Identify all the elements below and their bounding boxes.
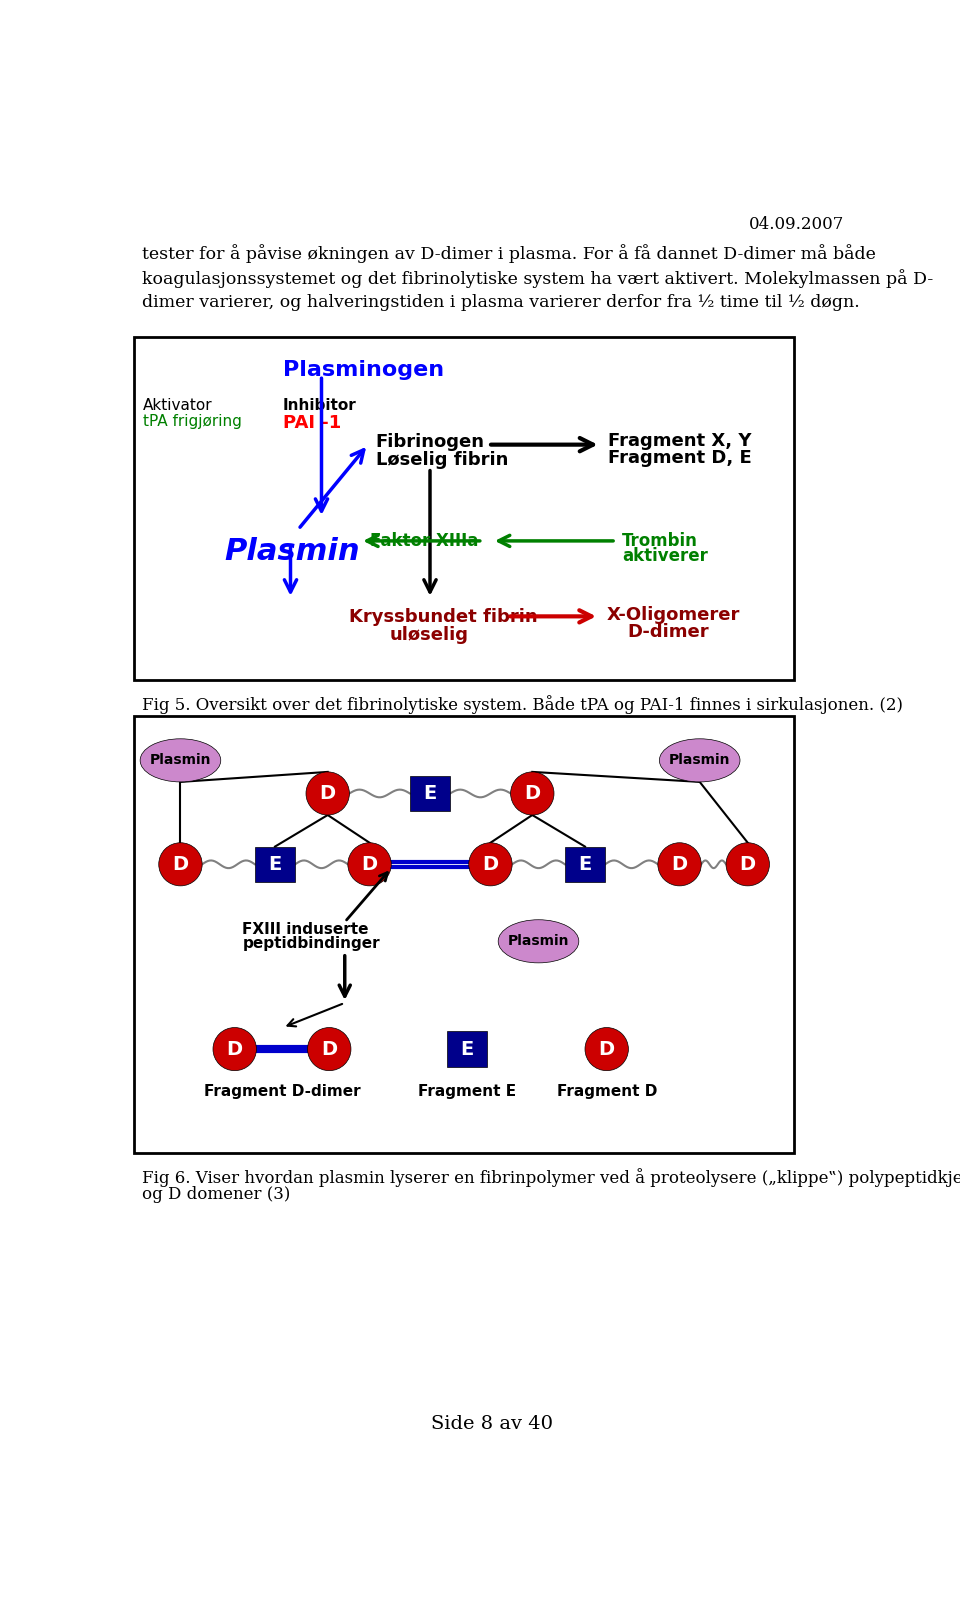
Ellipse shape (660, 739, 740, 782)
Ellipse shape (498, 920, 579, 962)
Text: tester for å påvise økningen av D-dimer i plasma. For å få dannet D-dimer må båd: tester for å påvise økningen av D-dimer … (142, 245, 876, 264)
FancyBboxPatch shape (134, 716, 794, 1153)
Text: Fragment D: Fragment D (557, 1084, 657, 1098)
Text: Aktivator: Aktivator (143, 399, 213, 413)
Text: Plasmin: Plasmin (150, 753, 211, 768)
Text: D-dimer: D-dimer (628, 624, 709, 642)
FancyBboxPatch shape (447, 1032, 488, 1068)
Text: Inhibitor: Inhibitor (283, 399, 356, 413)
Circle shape (158, 842, 203, 886)
Text: Fragment X, Y: Fragment X, Y (609, 431, 752, 450)
Text: aktiverer: aktiverer (622, 548, 708, 565)
Text: og D domener (3): og D domener (3) (142, 1186, 290, 1204)
Text: Trombin: Trombin (622, 531, 698, 549)
Circle shape (213, 1027, 256, 1071)
Text: D: D (227, 1040, 243, 1058)
Text: tPA frigjøring: tPA frigjøring (143, 413, 242, 429)
Text: Plasmin: Plasmin (225, 538, 360, 565)
Text: E: E (269, 855, 281, 873)
Circle shape (468, 842, 512, 886)
Text: D: D (524, 784, 540, 804)
Text: Side 8 av 40: Side 8 av 40 (431, 1414, 553, 1432)
Text: koagulasjonssystemet og det fibrinolytiske system ha vært aktivert. Molekylmasse: koagulasjonssystemet og det fibrinolytis… (142, 269, 933, 288)
FancyBboxPatch shape (254, 847, 295, 881)
Circle shape (726, 842, 770, 886)
Text: Plasmin: Plasmin (669, 753, 731, 768)
Text: PAI -1: PAI -1 (283, 413, 341, 433)
Text: D: D (322, 1040, 337, 1058)
Text: D: D (599, 1040, 614, 1058)
Text: Fragment D, E: Fragment D, E (609, 449, 752, 467)
Text: X-Oligomerer: X-Oligomerer (607, 606, 740, 624)
Ellipse shape (140, 739, 221, 782)
Text: D: D (482, 855, 498, 873)
Text: Kryssbundet fibrin: Kryssbundet fibrin (348, 608, 538, 625)
Text: uløselig: uløselig (390, 625, 468, 643)
Text: Plasminogen: Plasminogen (283, 360, 444, 381)
FancyBboxPatch shape (564, 847, 605, 881)
Text: E: E (578, 855, 591, 873)
Text: Plasmin: Plasmin (508, 935, 569, 948)
FancyBboxPatch shape (134, 337, 794, 679)
Text: 04.09.2007: 04.09.2007 (749, 215, 845, 233)
Circle shape (585, 1027, 629, 1071)
Text: D: D (362, 855, 377, 873)
Text: D: D (173, 855, 188, 873)
Text: D: D (740, 855, 756, 873)
Text: Fig 5. Oversikt over det fibrinolytiske system. Både tPA og PAI-1 finnes i sirku: Fig 5. Oversikt over det fibrinolytiske … (142, 695, 902, 714)
Text: FXIII induserte: FXIII induserte (243, 922, 369, 936)
Text: E: E (461, 1040, 474, 1058)
Text: D: D (320, 784, 336, 804)
Text: dimer varierer, og halveringstiden i plasma varierer derfor fra ½ time til ½ døg: dimer varierer, og halveringstiden i pla… (142, 293, 859, 311)
Text: Fibrinogen: Fibrinogen (375, 433, 485, 450)
Text: Fragment E: Fragment E (419, 1084, 516, 1098)
Text: peptidbindinger: peptidbindinger (243, 936, 380, 951)
Circle shape (306, 771, 349, 815)
Text: Faktor XIIIa: Faktor XIIIa (370, 531, 478, 549)
Text: D: D (671, 855, 687, 873)
Circle shape (348, 842, 392, 886)
Circle shape (658, 842, 701, 886)
Text: E: E (423, 784, 437, 804)
Circle shape (511, 771, 554, 815)
Text: Fig 6. Viser hvordan plasmin lyserer en fibrinpolymer ved å proteolysere („klipp: Fig 6. Viser hvordan plasmin lyserer en … (142, 1168, 960, 1187)
Text: Løselig fibrin: Løselig fibrin (375, 450, 508, 468)
Circle shape (307, 1027, 351, 1071)
Text: Fragment D-dimer: Fragment D-dimer (204, 1084, 361, 1098)
FancyBboxPatch shape (410, 776, 450, 812)
